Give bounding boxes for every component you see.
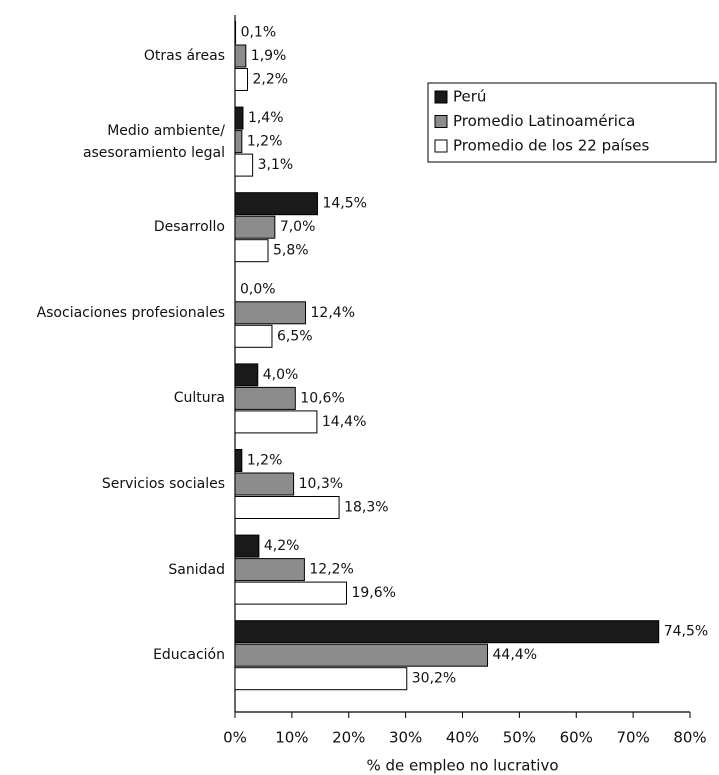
value-label: 3,1% xyxy=(258,157,294,173)
value-label: 30,2% xyxy=(412,671,456,687)
bar xyxy=(234,239,269,263)
legend-label: Promedio Latinoamérica xyxy=(453,112,635,130)
value-label: 14,4% xyxy=(322,414,366,430)
value-label: 18,3% xyxy=(344,500,388,516)
value-label: 10,3% xyxy=(299,476,343,492)
bar xyxy=(234,301,307,325)
value-label: 1,2% xyxy=(247,134,283,150)
x-tick-label: 70% xyxy=(616,729,649,747)
bar xyxy=(234,667,408,691)
value-label: 5,8% xyxy=(273,243,309,259)
bar xyxy=(234,558,305,582)
category-label: Cultura xyxy=(173,390,225,407)
value-label: 10,6% xyxy=(300,390,344,406)
value-label: 12,2% xyxy=(309,562,353,578)
bar xyxy=(234,215,276,239)
bar xyxy=(234,449,243,472)
value-label: 1,4% xyxy=(248,110,284,126)
bar xyxy=(234,472,295,496)
bar xyxy=(234,410,318,434)
bar xyxy=(234,130,243,154)
legend-label: Perú xyxy=(453,88,486,106)
x-tick-label: 10% xyxy=(275,729,308,747)
bar xyxy=(234,44,247,68)
category-label: Desarrollo xyxy=(153,219,225,236)
value-label: 12,4% xyxy=(311,305,355,321)
legend-box xyxy=(427,82,717,163)
x-tick-label: 40% xyxy=(446,729,479,747)
bar xyxy=(234,153,254,177)
bar xyxy=(234,324,273,348)
value-label: 7,0% xyxy=(280,219,316,235)
category-label: Asociaciones profesionales xyxy=(36,304,225,321)
value-label: 44,4% xyxy=(493,647,537,663)
x-axis-title: % de empleo no lucrativo xyxy=(366,757,558,775)
x-tick-label: 80% xyxy=(673,729,706,747)
category-label: Medio ambiente/ asesoramiento legal xyxy=(82,122,225,161)
value-label: 1,2% xyxy=(247,453,283,469)
bar xyxy=(234,386,296,410)
bar xyxy=(234,192,318,216)
bar xyxy=(234,534,260,558)
category-label: Otras áreas xyxy=(143,48,225,64)
bar xyxy=(234,21,237,44)
value-label: 19,6% xyxy=(351,585,395,601)
value-label: 2,2% xyxy=(253,72,289,88)
value-label: 0,0% xyxy=(240,281,276,297)
value-label: 6,5% xyxy=(277,328,313,344)
category-label: Servicios sociales xyxy=(101,476,225,492)
bar xyxy=(234,620,660,644)
value-label: 1,9% xyxy=(251,48,287,64)
legend-swatch xyxy=(434,139,448,153)
bar xyxy=(234,581,347,605)
x-tick-label: 50% xyxy=(503,729,536,747)
x-tick-label: 0% xyxy=(223,729,247,747)
value-label: 14,5% xyxy=(322,196,366,212)
x-tick-label: 30% xyxy=(389,729,422,747)
bar xyxy=(234,363,259,387)
bar xyxy=(234,643,489,667)
value-label: 4,0% xyxy=(263,367,299,383)
x-tick-label: 20% xyxy=(332,729,365,747)
value-label: 4,2% xyxy=(264,538,300,554)
bar xyxy=(234,496,340,519)
bar xyxy=(234,68,249,91)
legend-label: Promedio de los 22 países xyxy=(453,137,649,155)
category-label: Educación xyxy=(153,647,225,664)
legend-swatch xyxy=(434,90,448,104)
x-tick-label: 60% xyxy=(560,729,593,747)
legend-swatch xyxy=(434,115,448,128)
bar xyxy=(234,106,244,130)
category-label: Sanidad xyxy=(168,561,225,578)
value-label: 74,5% xyxy=(664,624,708,640)
value-label: 0,1% xyxy=(241,25,277,41)
